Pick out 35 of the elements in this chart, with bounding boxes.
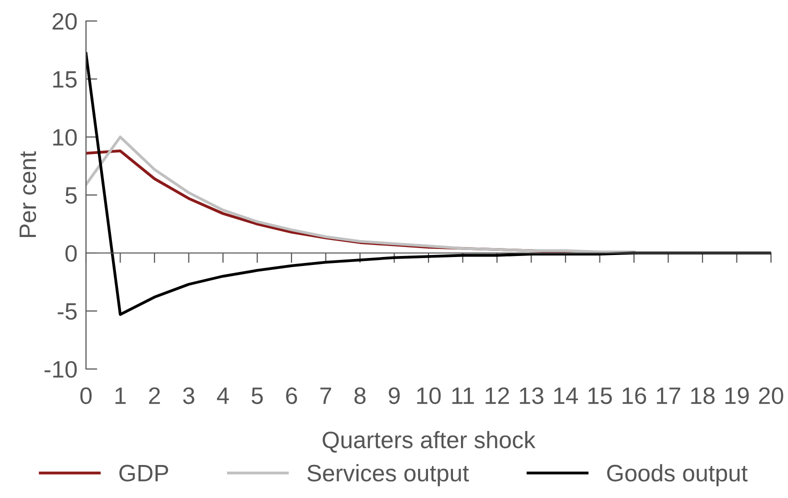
x-tick-label: 19 [725, 387, 749, 404]
legend-label: Goods output [607, 464, 748, 486]
x-tick-label: 15 [588, 388, 612, 404]
x-tick-label: 10 [417, 387, 441, 404]
x-tick-label: 3 [183, 387, 194, 404]
x-axis-title: Quarters after shock [322, 430, 536, 453]
y-tick-label: 15 [53, 71, 77, 88]
y-tick-label: 0 [65, 245, 77, 262]
line-series [86, 136, 636, 254]
x-tick-label: 9 [388, 387, 400, 404]
legend-label: GDP [119, 464, 168, 482]
x-tick-label: 4 [216, 388, 229, 404]
y-tick-label: 5 [65, 187, 77, 204]
y-tick-label: -10 [44, 361, 77, 378]
x-tick-label: 8 [354, 387, 366, 404]
x-tick-label: 2 [149, 387, 160, 404]
x-tick-label: 11 [452, 388, 474, 404]
y-tick-label: -5 [58, 303, 77, 320]
x-tick-label: 14 [554, 388, 578, 404]
x-tick-label: 18 [691, 387, 715, 404]
x-tick-label: 5 [252, 388, 263, 404]
x-tick-label: 20 [759, 387, 784, 404]
x-tick-label: 6 [286, 387, 298, 404]
x-tick-label: 0 [80, 387, 92, 404]
x-tick-label: 16 [622, 387, 646, 404]
y-tick-label: 20 [52, 13, 77, 30]
x-tick-label: 7 [320, 388, 332, 404]
x-tick-label: 1 [115, 388, 126, 404]
x-tick-label: 13 [520, 387, 544, 404]
y-tick-label: 10 [53, 129, 77, 146]
x-tick-label: 17 [656, 388, 680, 404]
legend-label: Services output [307, 464, 469, 486]
x-tick-label: 12 [486, 387, 509, 404]
y-axis-title: Per cent [20, 151, 36, 238]
line-series [86, 52, 771, 316]
